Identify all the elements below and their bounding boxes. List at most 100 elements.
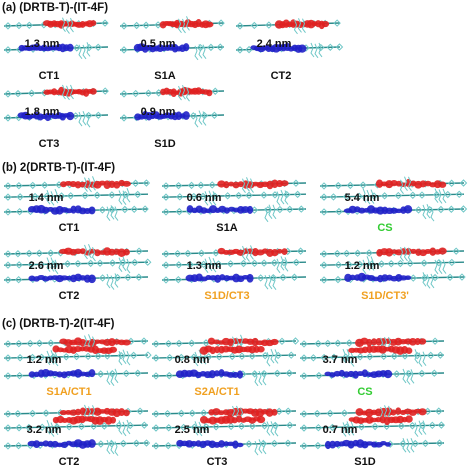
ring-unit [270,259,279,267]
side-chain-segment [204,258,209,273]
side-chain-segment [185,16,190,31]
excited-state-label: S1D/CT3 [204,290,250,302]
ring-unit [300,340,308,348]
side-chain-segment [65,19,70,34]
ring-unit [4,90,12,98]
side-chain [194,110,207,128]
ring-unit [132,439,141,447]
molecule-chain [151,421,297,432]
ring-unit [152,424,160,432]
density-lobe [271,179,279,189]
ring-unit [31,192,39,201]
side-chain-segment [268,274,273,290]
ring-unit [314,339,322,348]
density-lobe [88,274,96,284]
side-chain-segment [118,257,123,273]
ring-unit [292,179,300,187]
side-chain-segment [106,273,111,289]
ring-unit [71,112,80,120]
density-lobe [419,180,427,188]
molecular-stack [319,246,466,289]
ring-unit [342,249,351,258]
ring-unit [284,439,292,447]
density-lobe [396,415,405,424]
side-chain [204,256,217,273]
ring-unit [162,250,170,258]
ring-unit [371,422,379,431]
hole-density [376,247,447,257]
ring-unit [197,249,206,257]
ring-unit [436,351,445,359]
side-chain [61,84,74,101]
side-chain-segment [83,177,88,192]
density-lobe [438,247,447,255]
density-lobe [418,408,427,416]
separation-distance: 2.6 nm [28,260,64,272]
ring-unit [4,22,12,30]
side-chain-segment [399,179,404,195]
ring-unit [227,422,235,431]
ring-unit [84,352,92,361]
ring-unit [100,422,108,430]
separation-distance: 1.8 nm [24,106,60,118]
hole-density [60,179,131,189]
density-lobe [414,337,421,346]
ring-unit [377,260,386,268]
side-chain [254,439,267,456]
ring-unit [38,423,46,431]
excited-state-label: CS [377,222,393,234]
density-lobe [208,370,216,379]
ring-unit [447,179,456,187]
ring-unit [409,274,417,282]
molecular-stack [3,17,109,60]
ring-unit [251,370,259,378]
side-chain-segment [50,257,55,272]
side-chain [254,370,267,387]
separation-distance: 0.5 nm [140,38,176,50]
side-chain-segment [83,244,88,260]
ring-unit [423,407,432,416]
ring-unit [273,369,281,378]
density-lobe [246,273,254,283]
ring-unit [35,249,43,257]
ring-unit [333,19,341,27]
ring-unit [27,260,36,269]
ring-unit [320,182,328,190]
ring-unit [238,352,246,360]
ring-unit [25,21,33,29]
side-chain-segment [202,111,207,126]
molecular-stack [161,245,307,290]
side-chain-segment [54,188,59,204]
side-chain-segment [262,439,267,455]
hole-density [199,345,265,355]
ring-unit [97,440,105,448]
density-lobe [90,20,97,26]
side-chain [422,203,435,222]
section-title: (a) (DRTB-T)-(IT-4F) [2,2,109,14]
state-panel: 2.4 nm CT2 [234,18,344,82]
ring-unit [409,191,417,199]
ring-unit [406,259,414,268]
side-chain [118,256,131,274]
hole-density [355,407,427,417]
ring-unit [356,260,364,269]
side-chain [177,84,190,102]
ring-unit [250,206,259,214]
ring-unit [177,409,186,418]
ring-unit [98,274,107,282]
ring-unit [4,276,12,284]
side-chain [241,177,254,194]
side-chain [177,16,190,34]
ring-unit [197,181,205,189]
ring-unit [187,181,196,190]
ring-unit [199,192,207,201]
side-chain-segment [297,18,302,33]
density-lobe [66,111,75,121]
side-chain-segment [414,349,419,364]
ring-unit [431,337,439,345]
ring-unit [320,353,328,362]
ring-unit [297,205,305,213]
excited-state-label: CT1 [38,70,60,82]
hole-density [375,178,447,189]
ring-unit [162,261,170,269]
